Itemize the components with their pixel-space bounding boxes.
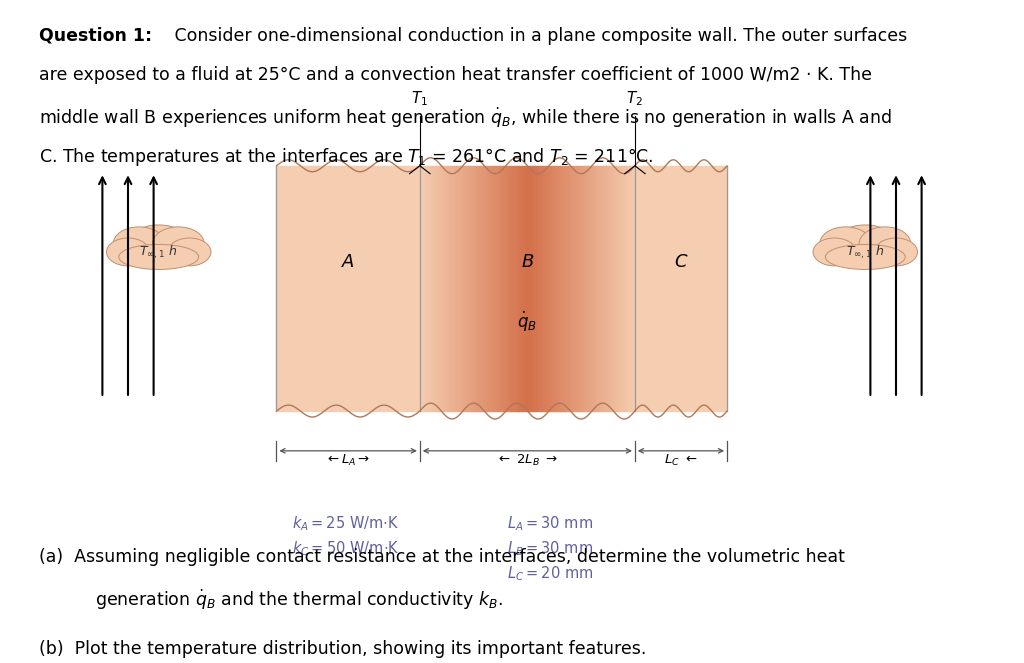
Ellipse shape <box>114 227 165 261</box>
Text: $L_C = 20\ \mathrm{mm}$: $L_C = 20\ \mathrm{mm}$ <box>507 564 593 583</box>
Text: $L_B = 30\ \mathrm{mm}$: $L_B = 30\ \mathrm{mm}$ <box>507 539 593 558</box>
Text: C: C <box>675 253 687 271</box>
Text: C. The temperatures at the interfaces are $T_1$ = 261°C and $T_2$ = 211°C.: C. The temperatures at the interfaces ar… <box>39 146 653 168</box>
Text: $k_C = 50\ \mathrm{W/m{\cdot}K}$: $k_C = 50\ \mathrm{W/m{\cdot}K}$ <box>292 539 399 558</box>
Text: $k_A = 25\ \mathrm{W/m{\cdot}K}$: $k_A = 25\ \mathrm{W/m{\cdot}K}$ <box>292 514 399 532</box>
Ellipse shape <box>168 238 211 266</box>
Ellipse shape <box>813 238 856 266</box>
Text: $T_{\infty,1}\ h$: $T_{\infty,1}\ h$ <box>139 243 178 261</box>
Text: $T_1$: $T_1$ <box>412 90 428 108</box>
Text: middle wall B experiences uniform heat generation $\dot{q}_B$, while there is no: middle wall B experiences uniform heat g… <box>39 106 892 131</box>
Text: $\dot{q}_B$: $\dot{q}_B$ <box>517 310 538 333</box>
Ellipse shape <box>859 227 910 261</box>
Text: Consider one-dimensional conduction in a plane composite wall. The outer surface: Consider one-dimensional conduction in a… <box>169 27 907 44</box>
Text: $\leftarrow L_A \rightarrow$: $\leftarrow L_A \rightarrow$ <box>326 453 371 468</box>
Text: B: B <box>521 253 534 271</box>
Text: generation $\dot{q}_B$ and the thermal conductivity $k_B$.: generation $\dot{q}_B$ and the thermal c… <box>95 588 504 613</box>
Text: (a)  Assuming negligible contact resistance at the interfaces, determine the vol: (a) Assuming negligible contact resistan… <box>39 548 845 566</box>
Ellipse shape <box>820 227 871 261</box>
Text: Question 1:: Question 1: <box>39 27 152 44</box>
Ellipse shape <box>834 225 897 265</box>
Ellipse shape <box>153 227 204 261</box>
Text: $\leftarrow\ 2L_B\ \rightarrow$: $\leftarrow\ 2L_B\ \rightarrow$ <box>497 453 558 468</box>
Ellipse shape <box>825 245 905 269</box>
Ellipse shape <box>127 225 190 265</box>
Ellipse shape <box>874 238 918 266</box>
Text: $T_2$: $T_2$ <box>627 90 643 108</box>
Text: A: A <box>342 253 354 271</box>
Text: $T_{\infty,1}\ h$: $T_{\infty,1}\ h$ <box>846 243 885 261</box>
Text: $L_A = 30\ \mathrm{mm}$: $L_A = 30\ \mathrm{mm}$ <box>507 514 593 532</box>
Text: (b)  Plot the temperature distribution, showing its important features.: (b) Plot the temperature distribution, s… <box>39 640 646 658</box>
Ellipse shape <box>119 245 199 269</box>
Ellipse shape <box>106 238 150 266</box>
Text: are exposed to a fluid at 25°C and a convection heat transfer coefficient of 100: are exposed to a fluid at 25°C and a con… <box>39 66 871 84</box>
Text: $L_C\ \leftarrow$: $L_C\ \leftarrow$ <box>665 453 697 468</box>
